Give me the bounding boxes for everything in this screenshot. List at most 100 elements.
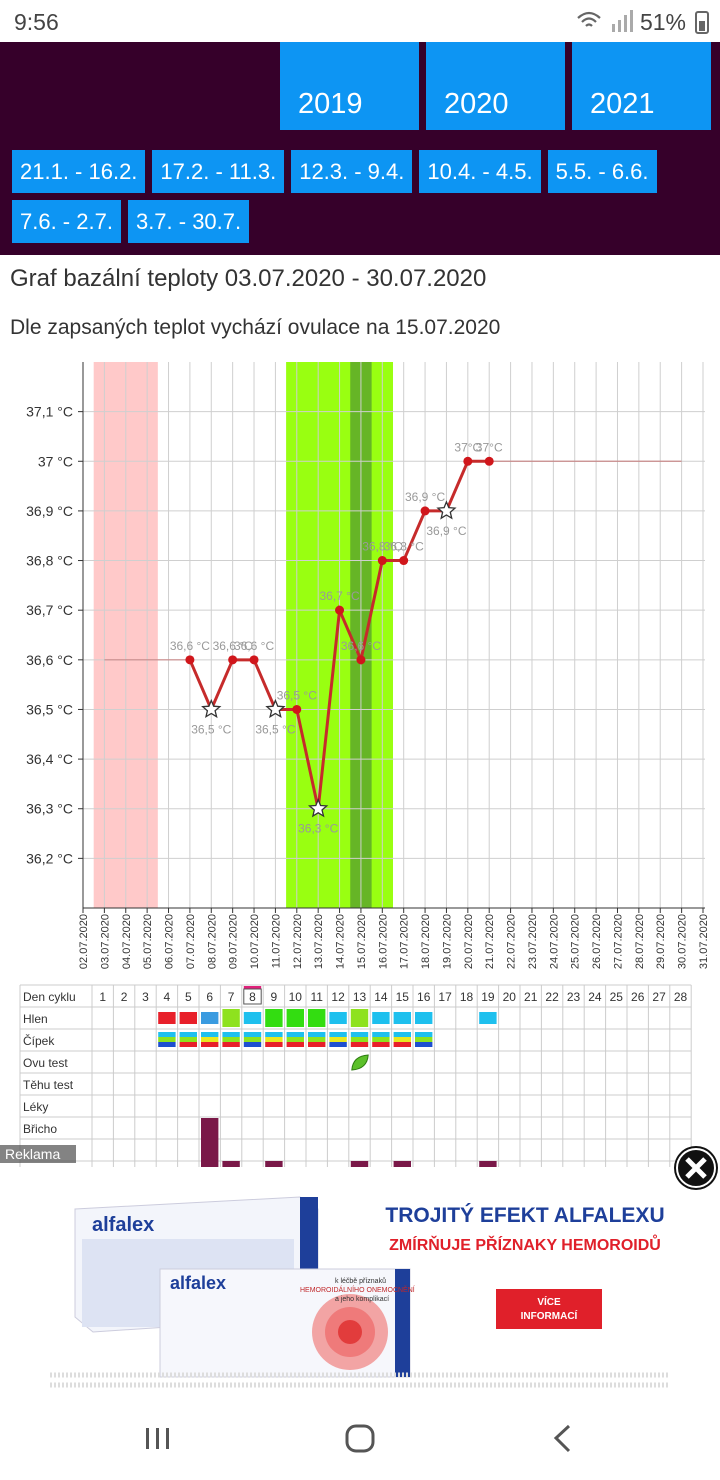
x-tick-label: 18.07.2020 xyxy=(420,914,432,969)
cycle-entry xyxy=(265,1042,283,1047)
day-number: 5 xyxy=(185,990,192,1004)
day-number: 25 xyxy=(610,990,624,1004)
period-tab[interactable]: 17.2. - 11.3. xyxy=(152,150,285,193)
advertisement[interactable]: alfalex alfalex k léčbě příznaků HEMOROI… xyxy=(0,1167,720,1395)
point-marker xyxy=(484,456,494,466)
cycle-entry xyxy=(243,1037,262,1042)
day-number: 28 xyxy=(674,990,688,1004)
table-header: Den cyklu xyxy=(23,990,76,1004)
row-label: Ovu test xyxy=(23,1056,68,1070)
row-label: Léky xyxy=(23,1100,48,1114)
cycle-entry xyxy=(308,1042,326,1047)
row-label: Břicho xyxy=(23,1122,57,1136)
y-tick-label: 36,8 °C xyxy=(26,553,73,569)
star-marker xyxy=(265,698,286,719)
x-tick-label: 05.07.2020 xyxy=(142,914,154,969)
x-tick-label: 24.07.2020 xyxy=(548,914,560,969)
x-tick-label: 29.07.2020 xyxy=(655,914,667,969)
x-tick-label: 17.07.2020 xyxy=(399,914,411,969)
today-cell xyxy=(243,988,262,1005)
point-marker xyxy=(292,704,302,714)
x-tick-label: 22.07.2020 xyxy=(506,914,518,969)
y-tick-label: 36,4 °C xyxy=(26,751,73,767)
period-tab[interactable]: 10.4. - 4.5. xyxy=(419,150,541,193)
period-tab[interactable]: 5.5. - 6.6. xyxy=(547,150,657,193)
x-tick-label: 21.07.2020 xyxy=(484,914,496,969)
period-navigation: 2019 2020 2021 21.1. - 16.2. 17.2. - 11.3. 1… xyxy=(0,42,720,255)
star-marker xyxy=(436,500,457,520)
plot-area xyxy=(83,362,705,908)
point-marker xyxy=(249,655,259,665)
ad-button[interactable] xyxy=(496,1289,602,1329)
day-number: 10 xyxy=(289,990,303,1004)
cycle-entry xyxy=(329,1012,347,1024)
period-tab[interactable]: 7.6. - 2.7. xyxy=(12,200,121,243)
cycle-entry xyxy=(201,1118,219,1161)
status-battery: 51% xyxy=(639,9,686,35)
day-number: 14 xyxy=(374,990,388,1004)
value-label: 36,7 °C xyxy=(319,589,359,603)
product-text: HEMOROIDÁLNÍHO ONEMOCNĚNÍ xyxy=(300,1285,415,1294)
cycle-entry xyxy=(308,1032,326,1037)
value-label: 36,6 °C xyxy=(341,639,381,653)
x-tick-label: 03.07.2020 xyxy=(99,914,111,969)
year-tab[interactable]: 2020 xyxy=(426,42,565,130)
cycle-entry xyxy=(179,1037,197,1042)
cycle-entry xyxy=(372,1012,390,1024)
home-button[interactable] xyxy=(345,1424,375,1453)
x-tick-label: 02.07.2020 xyxy=(78,914,90,969)
cycle-entry xyxy=(372,1042,390,1047)
cycle-entry xyxy=(329,1042,347,1047)
period-tab[interactable]: 12.3. - 9.4. xyxy=(291,150,413,193)
status-icons xyxy=(577,10,633,32)
year-tab[interactable]: 2021 xyxy=(572,42,711,130)
value-label: 36,6 °C xyxy=(213,639,253,653)
cycle-entry xyxy=(201,1042,219,1047)
status-time: 9:56 xyxy=(14,9,59,35)
y-tick-label: 36,2 °C xyxy=(26,850,73,866)
period-tab[interactable]: 3.7. - 30.7. xyxy=(127,200,250,243)
cycle-entry xyxy=(158,1012,176,1024)
value-label: 36,5 °C xyxy=(255,722,295,736)
period-tab[interactable]: 21.1. - 16.2. xyxy=(12,150,146,193)
cycle-entry xyxy=(415,1032,433,1037)
value-label: 36,8 °C xyxy=(362,540,402,554)
cycle-entry xyxy=(308,1009,326,1027)
cycle-entry xyxy=(393,1161,411,1167)
today-marker xyxy=(243,986,262,989)
x-tick-label: 27.07.2020 xyxy=(612,914,624,969)
cycle-entry xyxy=(201,1012,219,1024)
x-tick-label: 10.07.2020 xyxy=(249,914,261,969)
day-number: 23 xyxy=(567,990,581,1004)
x-tick-label: 06.07.2020 xyxy=(164,914,176,969)
day-number: 21 xyxy=(524,990,538,1004)
cycle-entry xyxy=(350,1009,369,1027)
day-number: 17 xyxy=(438,990,452,1004)
x-tick-label: 31.07.2020 xyxy=(698,914,710,969)
ad-button-text: INFORMACÍ xyxy=(521,1309,578,1322)
x-tick-label: 28.07.2020 xyxy=(634,914,646,969)
back-button[interactable] xyxy=(553,1424,571,1453)
x-tick-label: 16.07.2020 xyxy=(377,914,389,969)
cycle-entry xyxy=(393,1037,411,1042)
row-label: Těhu test xyxy=(23,1078,74,1092)
cycle-entry xyxy=(265,1161,283,1167)
value-label: 36,6 °C xyxy=(170,639,210,653)
cycle-entry xyxy=(265,1037,283,1042)
cycle-entry xyxy=(393,1032,411,1037)
cycle-entry xyxy=(350,1161,369,1167)
cycle-entry xyxy=(222,1161,240,1167)
cycle-entry xyxy=(350,1032,369,1037)
ad-button-text: VÍCE xyxy=(537,1295,561,1308)
cycle-entry xyxy=(479,1161,497,1167)
year-tab[interactable]: 2019 xyxy=(280,42,419,130)
day-number: 4 xyxy=(164,990,171,1004)
day-number: 1 xyxy=(99,990,106,1004)
value-label: 36,5 °C xyxy=(277,688,317,702)
system-navigation xyxy=(0,1395,720,1480)
ad-close-button[interactable] xyxy=(671,1144,720,1194)
recent-apps-button[interactable] xyxy=(146,1428,169,1449)
day-number: 6 xyxy=(206,990,213,1004)
day-number: 12 xyxy=(331,990,345,1004)
